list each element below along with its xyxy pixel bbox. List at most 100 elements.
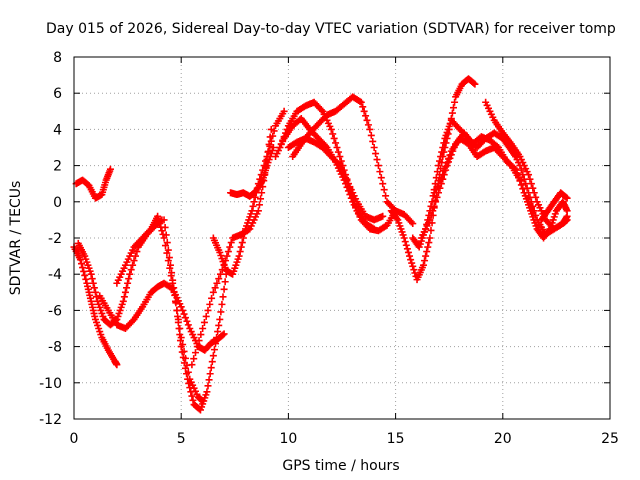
data-point (162, 231, 170, 239)
series-track (227, 144, 277, 200)
data-point (426, 234, 434, 242)
data-point (181, 314, 189, 322)
data-point (223, 252, 231, 260)
data-points (70, 75, 571, 414)
data-point (78, 260, 86, 268)
data-point (178, 348, 186, 356)
x-tick-label: 25 (601, 431, 619, 447)
data-point (377, 174, 385, 182)
data-point (424, 243, 432, 251)
data-point (165, 254, 173, 262)
data-point (183, 370, 191, 378)
data-point (379, 180, 387, 188)
data-point (393, 214, 401, 222)
data-point (369, 224, 377, 232)
data-point (449, 104, 457, 112)
y-tick-label: 0 (53, 195, 62, 211)
data-point (163, 239, 171, 247)
x-tick-label: 0 (70, 431, 79, 447)
data-point (336, 153, 344, 161)
data-point (126, 270, 134, 278)
data-point (184, 375, 192, 383)
data-point (427, 226, 435, 234)
data-point (248, 207, 256, 215)
data-point (360, 107, 368, 115)
data-point (79, 264, 87, 272)
data-point (434, 162, 442, 170)
data-point (236, 248, 244, 256)
data-point (440, 167, 448, 175)
data-point (359, 103, 367, 111)
data-point (176, 337, 184, 345)
series-track (188, 125, 275, 369)
data-point (269, 144, 277, 151)
data-point (451, 98, 459, 106)
data-point (446, 151, 454, 159)
data-point (209, 352, 217, 360)
data-point (90, 284, 98, 292)
data-point (188, 361, 196, 369)
data-point (113, 361, 121, 369)
data-point (173, 306, 181, 314)
data-point (364, 121, 372, 129)
data-point (529, 202, 537, 210)
data-point (164, 246, 172, 254)
data-point (219, 293, 227, 301)
data-point (227, 239, 235, 247)
data-point (277, 140, 285, 148)
data-point (562, 193, 570, 201)
data-point (527, 180, 535, 188)
x-tick-label: 10 (279, 431, 297, 447)
data-point (179, 353, 187, 361)
data-point (269, 132, 277, 140)
data-point (168, 269, 176, 277)
data-point (333, 144, 341, 151)
data-point (471, 80, 479, 88)
y-tick-label: 8 (53, 50, 62, 66)
y-axis-label: SDTVAR / TECUs (8, 181, 24, 296)
data-point (373, 156, 381, 164)
x-tick-label: 20 (494, 431, 512, 447)
data-point (372, 150, 380, 158)
data-point (448, 109, 456, 117)
y-tick-label: 6 (53, 86, 62, 102)
data-point (239, 234, 247, 242)
data-point (430, 202, 438, 210)
data-point (255, 201, 263, 209)
data-point (376, 168, 384, 176)
data-point (419, 261, 427, 269)
data-point (214, 328, 222, 336)
data-point (191, 349, 199, 357)
data-point (120, 293, 128, 301)
y-tick-label: -4 (48, 267, 62, 283)
y-tick-label: 4 (53, 122, 62, 138)
data-point (407, 218, 415, 226)
data-point (563, 207, 571, 215)
x-axis-label: GPS time / hours (282, 458, 399, 474)
data-point (195, 337, 203, 345)
series-track (520, 189, 571, 242)
data-point (317, 106, 325, 114)
data-point (282, 129, 290, 137)
data-point (187, 388, 195, 396)
data-point (370, 225, 378, 233)
data-point (121, 288, 129, 296)
data-point (193, 343, 201, 351)
data-point (188, 392, 196, 400)
data-point (177, 303, 185, 311)
data-point (366, 125, 374, 133)
data-point (367, 131, 375, 139)
data-point (130, 257, 138, 265)
data-point (401, 238, 409, 246)
data-point (426, 216, 434, 224)
data-point (380, 186, 388, 194)
data-point (279, 136, 287, 144)
data-point (177, 343, 185, 351)
data-point (180, 310, 188, 318)
data-point (433, 193, 441, 201)
data-point (530, 189, 538, 197)
data-point (183, 317, 191, 325)
data-point (235, 252, 243, 260)
data-point (189, 396, 197, 404)
